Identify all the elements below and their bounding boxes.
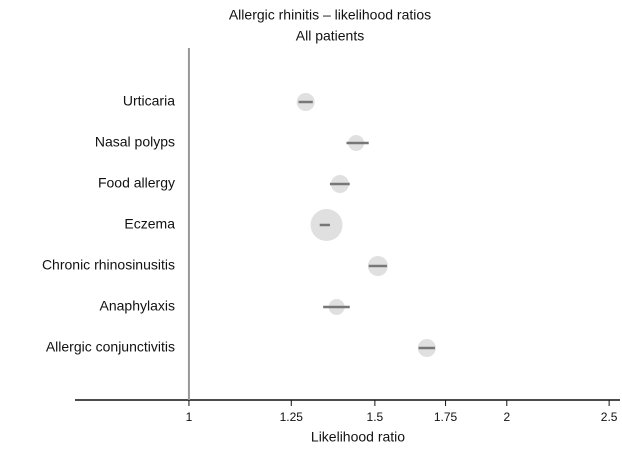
x-tick-label: 2.5 (601, 410, 618, 424)
x-tick-label: 1.25 (280, 410, 304, 424)
x-tick-label: 2 (503, 410, 510, 424)
category-label: Nasal polyps (95, 134, 175, 150)
chart-subtitle: All patients (296, 28, 364, 44)
category-label: Food allergy (98, 175, 175, 191)
category-label: Eczema (124, 216, 175, 232)
x-tick-label: 1.5 (367, 410, 384, 424)
x-tick-label: 1 (186, 410, 193, 424)
category-label: Anaphylaxis (100, 298, 176, 314)
category-label: Chronic rhinosinusitis (42, 257, 175, 273)
category-label: Allergic conjunctivitis (46, 339, 175, 355)
x-axis-label: Likelihood ratio (311, 429, 405, 445)
category-label: Urticaria (123, 93, 175, 109)
chart-title: Allergic rhinitis – likelihood ratios (229, 7, 431, 23)
x-tick-label: 1.75 (434, 410, 458, 424)
